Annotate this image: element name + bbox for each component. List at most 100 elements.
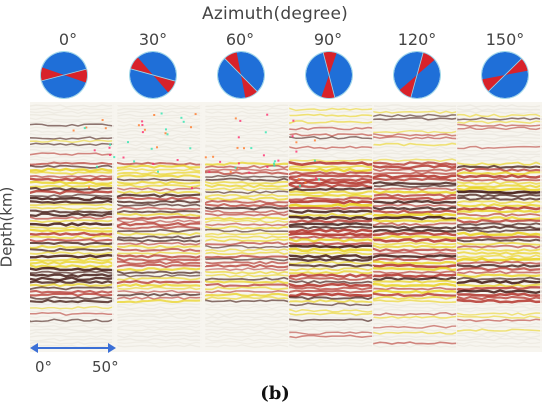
- noise-speck: [180, 116, 183, 119]
- wiggle-trace: [205, 145, 291, 150]
- wiggle-trace: [30, 337, 115, 342]
- wiggle-trace: [117, 331, 202, 335]
- noise-speck: [141, 131, 144, 134]
- wiggle-trace: [117, 136, 203, 140]
- wiggle-trace: [205, 129, 291, 134]
- wiggle-trace: [117, 296, 203, 300]
- wiggle-trace: [372, 276, 459, 282]
- wiggle-trace: [205, 171, 291, 176]
- noise-speck: [237, 136, 240, 139]
- azimuth-labels: 0° 30° 60° 90° 120° 150°: [0, 30, 550, 52]
- wiggle-trace: [289, 276, 375, 281]
- wiggle-trace: [117, 177, 203, 182]
- wiggle-trace: [205, 212, 291, 217]
- scale-end-label: 50°: [92, 358, 119, 376]
- wiggle-trace: [117, 238, 203, 243]
- wiggle-trace: [205, 209, 291, 214]
- wiggle-trace: [457, 113, 542, 118]
- noise-speck: [143, 128, 146, 131]
- wiggle-trace: [373, 104, 459, 108]
- noise-speck: [156, 146, 158, 149]
- wiggle-trace: [456, 279, 542, 285]
- azimuth-label-30: 30°: [138, 30, 168, 49]
- noise-speck: [191, 187, 193, 189]
- wiggle-trace: [205, 232, 291, 236]
- wiggle-trace: [456, 218, 542, 224]
- wiggle-trace: [289, 334, 375, 339]
- wiggle-trace: [289, 152, 375, 156]
- wiggle-trace: [456, 203, 542, 208]
- wiggle-trace: [288, 160, 375, 167]
- wiggle-trace: [116, 180, 202, 185]
- wiggle-trace: [30, 231, 115, 237]
- wiggle-trace: [205, 117, 291, 121]
- wiggle-trace: [30, 177, 115, 182]
- wiggle-trace: [30, 120, 115, 124]
- wiggle-trace: [30, 167, 115, 173]
- wiggle-trace: [289, 107, 375, 112]
- wiggle-trace: [456, 263, 542, 269]
- wiggle-trace: [456, 295, 542, 301]
- wiggle-trace: [288, 222, 375, 227]
- wiggle-trace: [373, 299, 459, 304]
- noise-speck: [150, 147, 153, 150]
- wiggle-trace: [205, 142, 291, 147]
- wiggle-trace: [289, 142, 375, 146]
- wiggle-trace: [457, 244, 542, 249]
- wiggle-trace: [30, 270, 115, 275]
- wiggle-trace: [373, 107, 459, 112]
- wiggle-trace: [373, 158, 459, 163]
- wiggle-trace: [373, 203, 459, 208]
- wiggle-trace: [288, 270, 375, 275]
- noise-speck: [313, 139, 316, 142]
- wiggle-trace: [289, 158, 375, 163]
- wiggle-trace: [117, 328, 203, 332]
- wiggle-trace: [205, 270, 291, 275]
- wiggle-trace: [30, 110, 115, 115]
- wiggle-trace: [289, 120, 375, 125]
- wiggle-trace: [456, 167, 542, 173]
- wiggle-trace: [117, 139, 203, 143]
- noise-speck: [152, 162, 155, 165]
- azimuth-label-150: 150°: [485, 30, 525, 49]
- wiggle-trace: [117, 260, 203, 265]
- wiggle-trace: [288, 183, 375, 189]
- wiggle-trace: [117, 241, 203, 246]
- noise-speck: [176, 159, 179, 161]
- wiggle-trace: [456, 171, 542, 176]
- noise-speck: [273, 160, 276, 163]
- wiggle-trace: [204, 280, 290, 284]
- wiggle-trace: [372, 164, 459, 170]
- wiggle-trace: [30, 174, 115, 179]
- noise-speck: [85, 126, 88, 129]
- wiggle-trace: [289, 289, 375, 294]
- wiggle-trace: [373, 145, 459, 150]
- noise-speck: [190, 126, 192, 129]
- wiggle-trace: [117, 225, 203, 230]
- wiggle-trace: [288, 273, 375, 278]
- wiggle-trace: [117, 110, 203, 115]
- wiggle-trace: [457, 180, 542, 185]
- wiggle-trace: [117, 161, 203, 166]
- noise-speck: [72, 129, 75, 132]
- wiggle-trace: [205, 190, 291, 195]
- scale-labels: 0° 50°: [0, 358, 200, 378]
- noise-speck: [104, 127, 107, 130]
- wiggle-trace: [30, 180, 115, 186]
- noise-speck: [164, 132, 167, 135]
- wiggle-trace: [30, 286, 115, 291]
- wiggle-trace: [30, 212, 115, 218]
- wiggle-trace: [117, 270, 203, 275]
- wiggle-trace: [205, 315, 291, 320]
- wiggle-trace: [30, 152, 115, 156]
- wiggle-trace: [457, 302, 542, 307]
- wiggle-trace: [117, 344, 203, 348]
- wiggle-trace: [30, 334, 115, 338]
- wiggle-trace: [456, 184, 542, 189]
- wiggle-trace: [116, 254, 203, 259]
- wiggle-trace: [117, 244, 203, 249]
- wiggle-trace: [205, 295, 291, 300]
- section-separator: [200, 102, 206, 352]
- wiggle-trace: [30, 133, 115, 137]
- wiggle-trace: [372, 247, 458, 253]
